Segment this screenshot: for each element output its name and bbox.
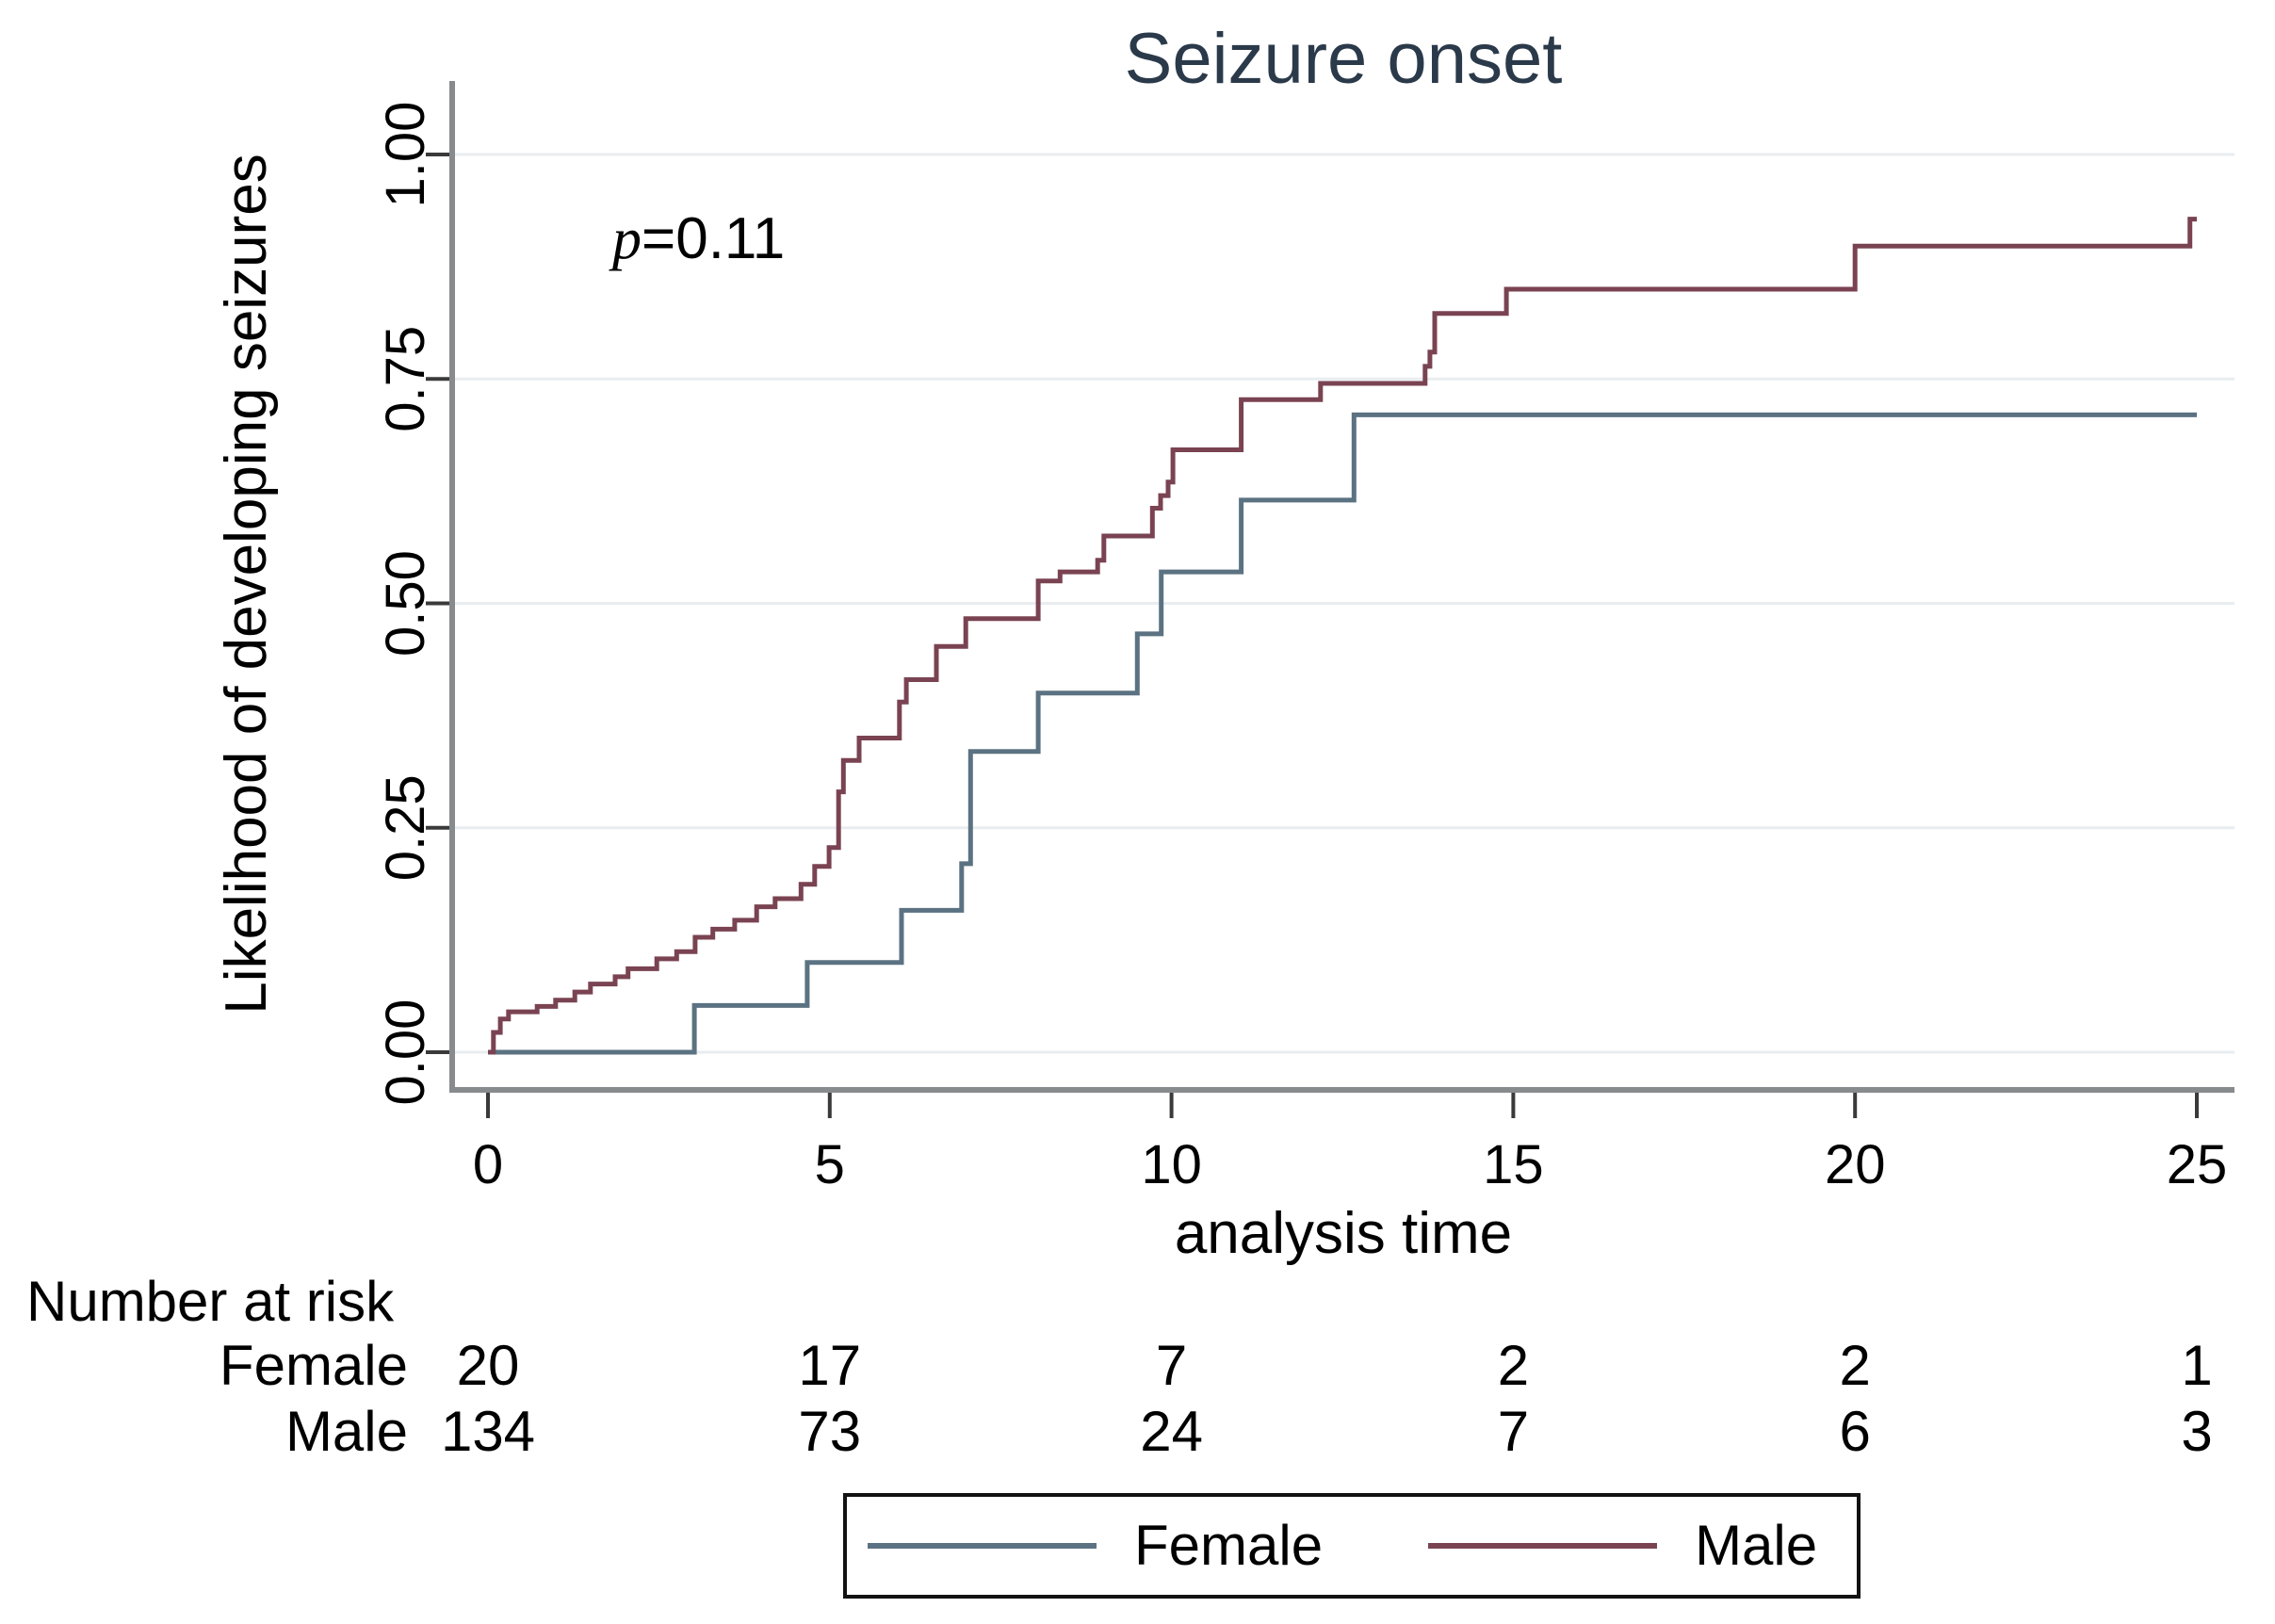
legend-label-female: Female — [1134, 1514, 1324, 1577]
y-tick-label: 0.25 — [375, 774, 436, 881]
axes — [449, 81, 2234, 1093]
x-tick-label: 0 — [473, 1134, 503, 1195]
female-line-swatch — [868, 1543, 1097, 1549]
risk-row-male: Male 134 73 24 7 6 3 — [0, 1404, 2275, 1464]
risk-row-label: Female — [219, 1334, 408, 1397]
legend: Female Male — [843, 1493, 1861, 1599]
legend-item-female: Female — [868, 1518, 1323, 1574]
chart-title: Seizure onset — [1125, 19, 1563, 99]
risk-value: 7 — [1155, 1334, 1188, 1397]
y-tick-label: 0.00 — [375, 999, 436, 1106]
gridlines — [455, 153, 2234, 1054]
x-axis-title: analysis time — [1175, 1201, 1512, 1266]
p-symbol: p — [612, 207, 642, 271]
legend-item-male: Male — [1428, 1518, 1817, 1574]
survival-curves — [488, 217, 2197, 1055]
male-line-swatch — [1428, 1543, 1658, 1549]
risk-value: 6 — [1839, 1400, 1871, 1463]
y-tick-label: 0.50 — [375, 550, 436, 657]
risk-value: 20 — [456, 1334, 520, 1397]
x-tick-label: 5 — [815, 1134, 845, 1195]
x-tick-label: 10 — [1141, 1134, 1202, 1195]
x-tick-label: 25 — [2167, 1134, 2228, 1195]
risk-value: 7 — [1497, 1400, 1530, 1463]
risk-value: 1 — [2181, 1334, 2213, 1397]
y-axis-title: Likelihood of developing seizures — [214, 154, 279, 1014]
curve-male — [488, 217, 2197, 1055]
y-tick-label: 0.75 — [375, 326, 436, 432]
risk-value: 17 — [798, 1334, 862, 1397]
x-tick-label: 20 — [1825, 1134, 1886, 1195]
risk-value: 24 — [1140, 1400, 1203, 1463]
tick-marks — [426, 153, 2199, 1118]
risk-value: 3 — [2181, 1400, 2213, 1463]
tick-labels: 0.00 0.25 0.50 0.75 1.00 0 5 10 15 20 25 — [375, 102, 2227, 1195]
y-tick-label: 1.00 — [375, 102, 436, 208]
risk-value: 2 — [1839, 1334, 1871, 1397]
risk-value: 2 — [1497, 1334, 1530, 1397]
risk-row-female: Female 20 17 7 2 2 1 — [0, 1338, 2275, 1398]
risk-table-title: Number at risk — [26, 1270, 395, 1333]
p-value-annotation: p=0.11 — [612, 205, 785, 273]
curve-female — [488, 412, 2197, 1055]
x-tick-label: 15 — [1483, 1134, 1544, 1195]
risk-value: 134 — [440, 1400, 536, 1463]
risk-value: 73 — [798, 1400, 862, 1463]
p-value: =0.11 — [642, 206, 786, 271]
risk-row-label: Male — [284, 1400, 408, 1463]
legend-label-male: Male — [1695, 1514, 1818, 1577]
